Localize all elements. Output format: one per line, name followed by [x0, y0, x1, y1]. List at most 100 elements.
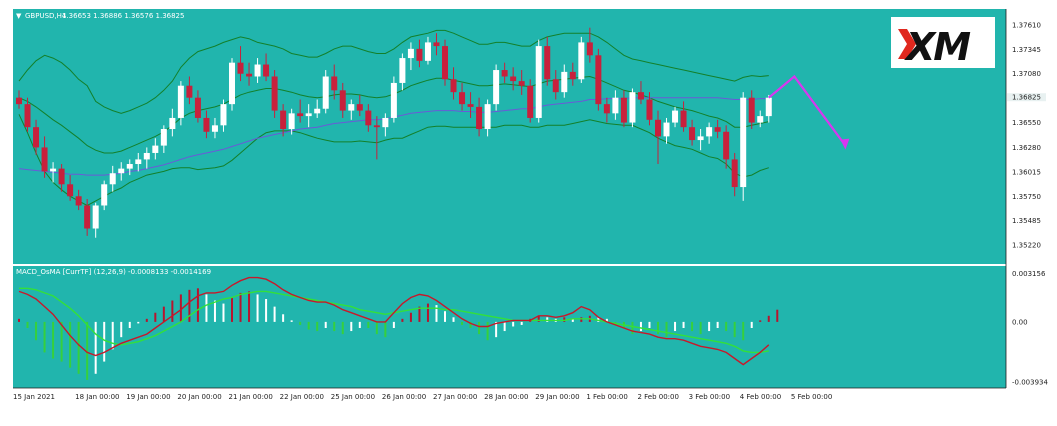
candle-body [152, 145, 159, 153]
candle-body [237, 62, 244, 74]
candle-body [501, 70, 508, 77]
macd-histogram-bar [512, 321, 515, 327]
candle [484, 99, 491, 137]
macd-histogram-bar [699, 321, 702, 335]
candle [297, 99, 304, 123]
macd-histogram-bar [520, 321, 523, 325]
candle [101, 180, 108, 211]
macd-histogram-bar [26, 321, 29, 328]
candle [24, 97, 31, 132]
candle-body [24, 104, 31, 128]
macd-histogram-bar [341, 321, 344, 335]
candle-body [220, 104, 227, 126]
price-tick-label: 1.35220 [1012, 242, 1041, 250]
time-tick-label: 22 Jan 00:00 [280, 393, 324, 401]
candle-body [263, 64, 270, 77]
candle-body [680, 110, 687, 128]
candle [578, 36, 585, 83]
macd-histogram-bar [213, 300, 216, 322]
macd-histogram-bar [171, 300, 174, 322]
candle [748, 90, 755, 130]
time-tick-label: 3 Feb 00:00 [689, 393, 730, 401]
candle-body [757, 116, 764, 123]
time-tick-label: 5 Feb 00:00 [791, 393, 832, 401]
macd-histogram-bar [605, 318, 608, 322]
macd-histogram-bar [69, 321, 72, 368]
time-tick-label: 26 Jan 00:00 [382, 393, 426, 401]
candle-body [58, 168, 65, 185]
price-tick-label: 1.35750 [1012, 193, 1041, 201]
macd-histogram [18, 288, 779, 380]
candle-body [586, 42, 593, 56]
candle-body [416, 48, 423, 61]
candle [339, 82, 346, 118]
candle [569, 62, 576, 86]
candle-body [595, 55, 602, 105]
candle-body [382, 117, 389, 128]
macd-histogram-bar [179, 294, 182, 322]
candle-body [765, 97, 772, 117]
price-pane-background[interactable] [13, 9, 1006, 264]
macd-histogram-bar [60, 321, 63, 362]
macd-histogram-bar [137, 321, 140, 324]
candle [194, 90, 201, 123]
triangle-down-icon[interactable]: ▼ [16, 12, 22, 20]
candle-body [390, 82, 397, 118]
candle-body [510, 76, 517, 82]
candle [152, 138, 159, 160]
candle [501, 62, 508, 83]
macd-histogram-bar [145, 318, 148, 322]
macd-pane-background[interactable] [13, 266, 1006, 388]
macd-histogram-bar [307, 321, 310, 330]
candle-body [689, 127, 696, 141]
candle [75, 189, 82, 211]
macd-histogram-bar [665, 321, 668, 338]
candle [561, 64, 568, 98]
macd-histogram-bar [469, 321, 472, 328]
candle-body [305, 113, 312, 117]
macd-histogram-bar [631, 321, 634, 335]
macd-histogram-bar [188, 289, 191, 322]
time-tick-label: 2 Feb 00:00 [637, 393, 678, 401]
macd-histogram-bar [452, 317, 455, 322]
price-tick-label: 1.36015 [1012, 168, 1041, 176]
forecast-arrow-line [768, 74, 847, 147]
macd-histogram-bar [350, 321, 353, 332]
macd-histogram-bar [597, 317, 600, 322]
candle [424, 36, 431, 65]
candle [731, 152, 738, 197]
time-tick-label: 21 Jan 00:00 [229, 393, 273, 401]
candle [646, 92, 653, 126]
candle-body [92, 205, 99, 229]
candle [348, 99, 355, 120]
candle [356, 94, 363, 117]
candle [467, 92, 474, 118]
macd-histogram-bar [358, 321, 361, 328]
xm-logo-text: XM [904, 25, 971, 69]
candle [373, 116, 380, 160]
candle [33, 119, 40, 155]
candle-body [356, 104, 363, 111]
candle [442, 39, 448, 86]
macd-indicator-label: MACD_OsMA [CurrTF] (12,26,9) -0.0008133 … [16, 268, 211, 276]
macd-histogram-bar [759, 320, 762, 322]
candle [552, 70, 559, 100]
candle [518, 70, 525, 95]
macd-histogram-bar [426, 303, 429, 322]
candle [544, 36, 551, 86]
time-tick-label: 1 Feb 00:00 [586, 393, 627, 401]
macd-histogram-bar [120, 321, 123, 338]
candle-body [561, 71, 568, 93]
macd-histogram-bar [571, 318, 574, 322]
candle-body [246, 73, 253, 77]
price-scale-strip[interactable] [1006, 9, 1046, 388]
time-tick-label: 4 Feb 00:00 [740, 393, 781, 401]
candle-body [33, 127, 40, 148]
candle [586, 27, 593, 63]
candle [263, 53, 270, 82]
candle-body [169, 117, 176, 130]
macd-histogram-bar [324, 321, 327, 328]
macd-histogram-bar [384, 321, 387, 338]
candle-body [177, 85, 184, 118]
